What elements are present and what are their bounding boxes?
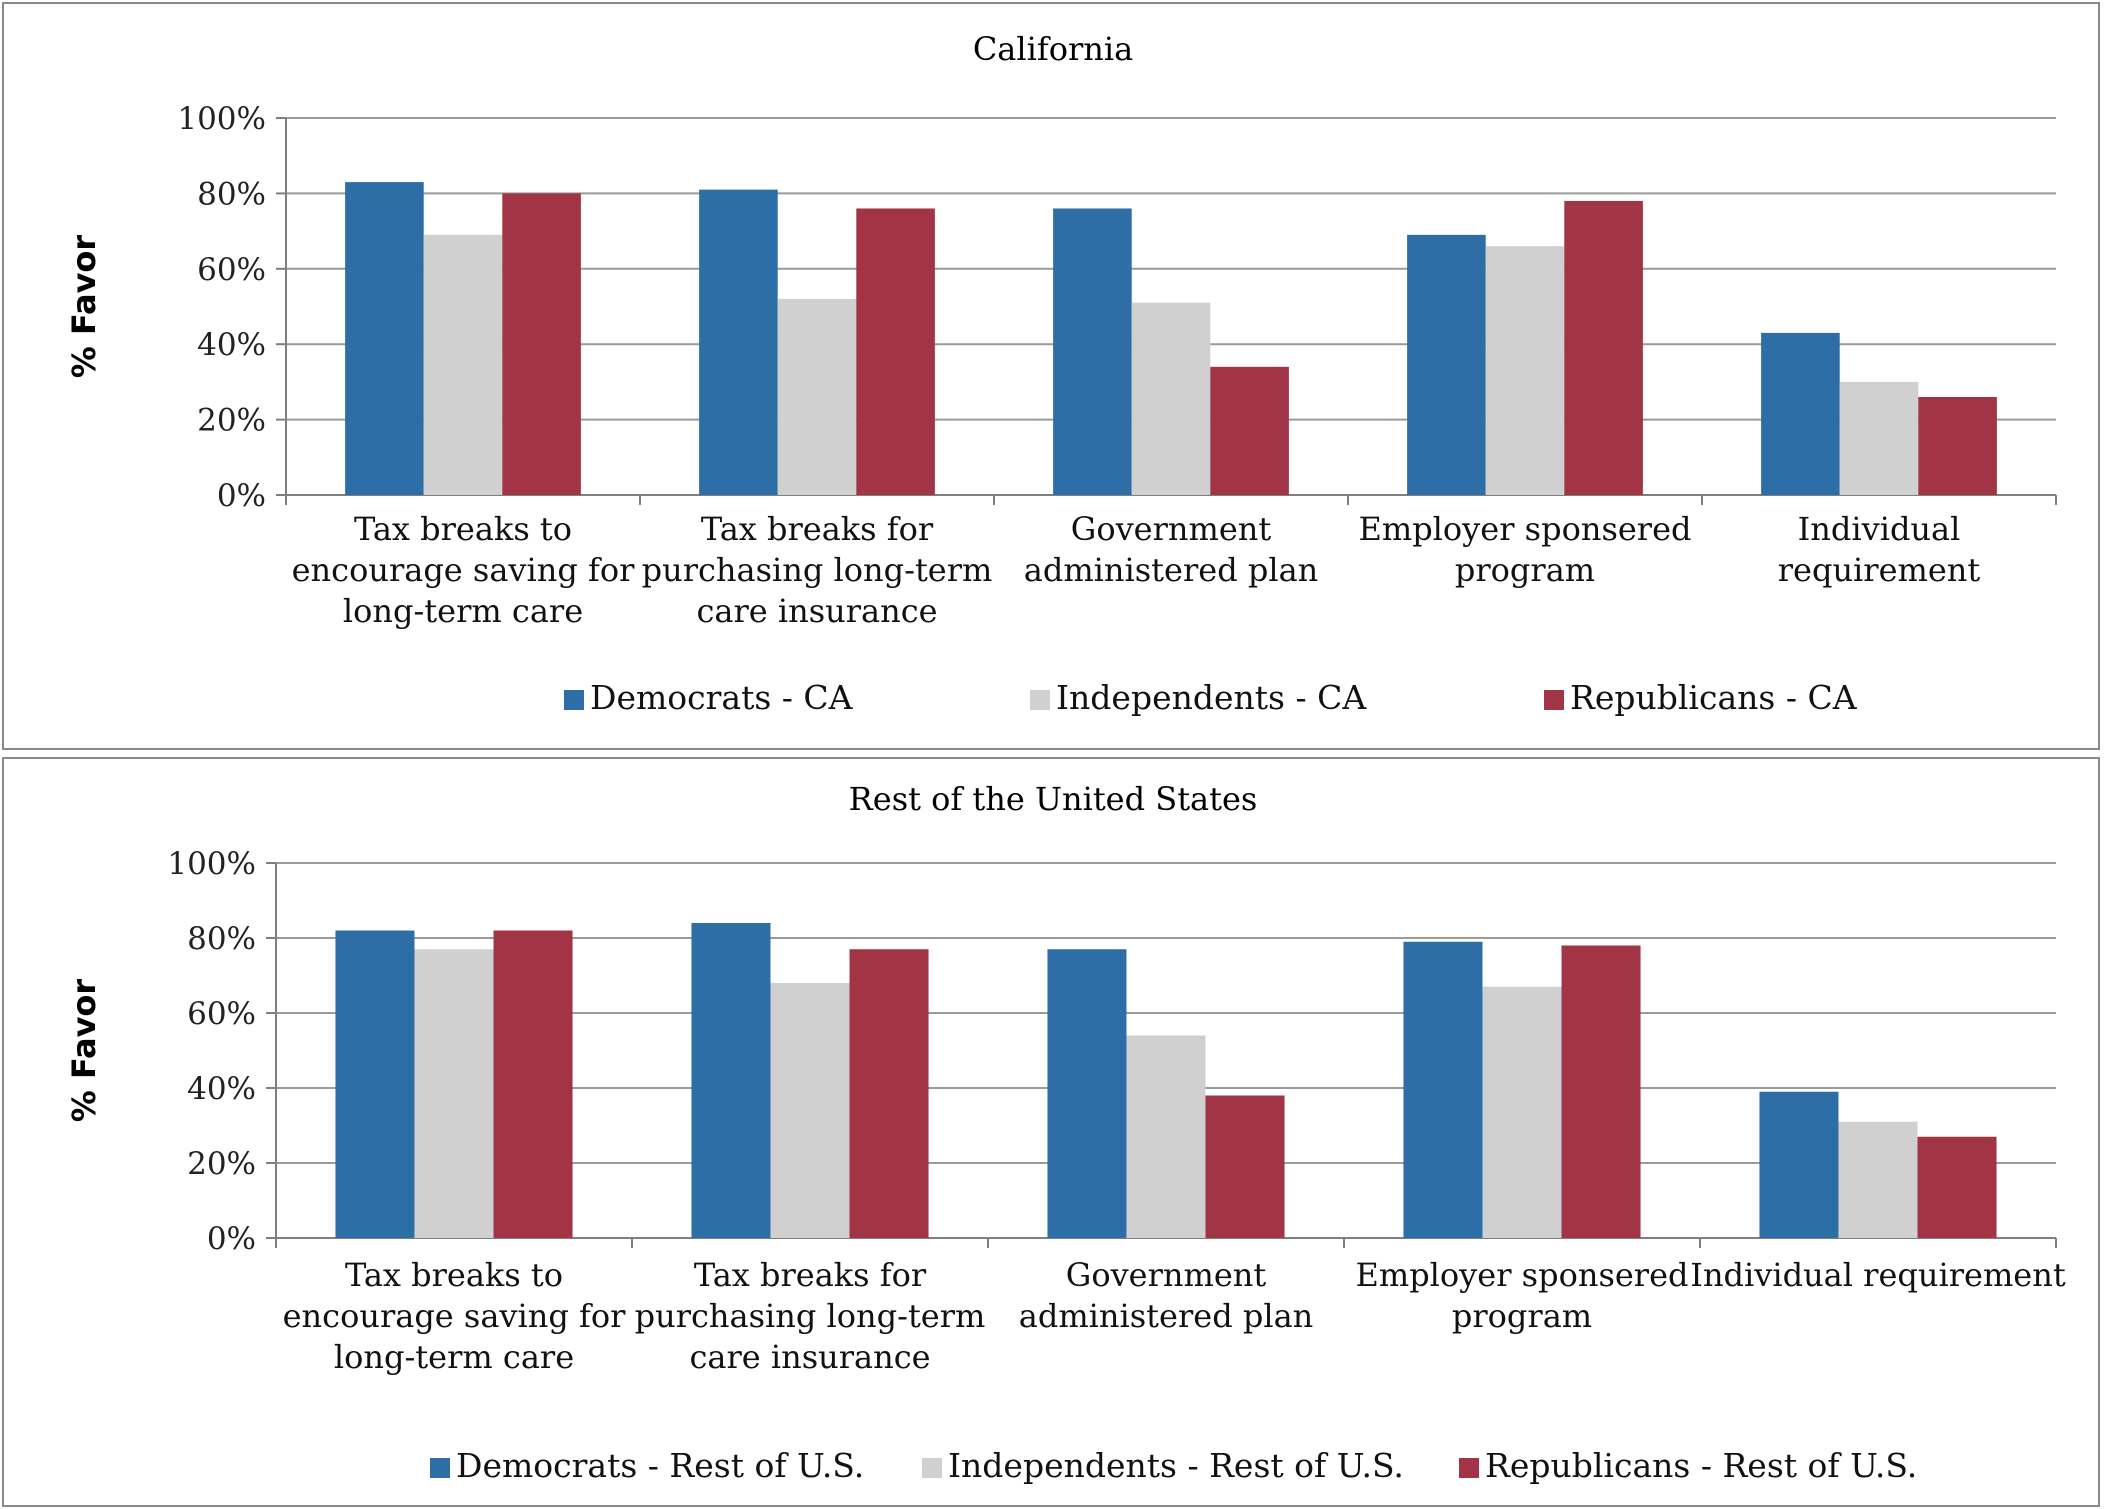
legend-swatch (1459, 1458, 1479, 1478)
bar (777, 298, 857, 495)
bar (493, 930, 573, 1238)
chart-title: California (973, 30, 1133, 68)
x-category-label: Tax breaks for purchasing long-term care i… (635, 1256, 986, 1376)
x-category-label-line: Government (1066, 1256, 1267, 1294)
y-tick-label: 100% (177, 101, 266, 137)
legend-swatch (430, 1458, 450, 1478)
bar (1761, 332, 1840, 495)
y-tick-label: 20% (187, 1146, 256, 1182)
x-category-label-line: purchasing long-term (635, 1297, 986, 1335)
y-tick-label: 20% (197, 403, 266, 439)
bar (1839, 381, 1919, 495)
x-category-label: Government administered plan (1019, 1256, 1314, 1335)
chart-california: California 0% 20% 40% 60% 80% 100% % Favor Tax b… (65, 30, 2057, 717)
x-category-label: Tax breaks to encourage saving for long-te… (283, 1256, 627, 1376)
x-category-label-line: Employer sponsered (1358, 510, 1691, 548)
x-category-label-line: long-term care (334, 1338, 574, 1376)
x-category-label-line: encourage saving for (283, 1297, 627, 1335)
x-category-label: Government administered plan (1024, 510, 1319, 589)
x-category-label: Individual requirement (1690, 1256, 2066, 1294)
legend-swatch (564, 690, 584, 710)
bar (1561, 945, 1641, 1238)
bar (1403, 941, 1483, 1238)
y-tick-label: 100% (167, 846, 256, 882)
chart-panel-california: California 0% 20% 40% 60% 80% 100% % Favor Tax b… (2, 2, 2100, 750)
bar (414, 949, 494, 1238)
bar (1126, 1035, 1206, 1238)
y-tick-label: 60% (187, 996, 256, 1032)
bar (1407, 234, 1486, 495)
bar (502, 193, 581, 495)
x-category-label-line: care insurance (696, 592, 937, 630)
bar (1131, 302, 1211, 495)
bar (1564, 200, 1643, 495)
x-category-label-line: encourage saving for (292, 551, 636, 589)
bar (423, 234, 503, 495)
bar (1918, 396, 1997, 495)
x-category-label: Individual requirement (1778, 510, 1981, 589)
bar (1485, 246, 1565, 495)
bar (1210, 366, 1289, 495)
x-category-label-line: administered plan (1019, 1297, 1314, 1335)
legend-swatch (1030, 690, 1050, 710)
y-tick-label: 40% (197, 327, 266, 363)
bar (856, 208, 935, 496)
y-axis-label: % Favor (65, 979, 103, 1123)
y-tick-label: 80% (197, 176, 266, 212)
bar (770, 983, 850, 1238)
y-tick-label: 60% (197, 252, 266, 288)
x-category-label-line: Tax breaks for (701, 510, 934, 548)
y-tick-label: 0% (217, 478, 266, 514)
y-tick-label: 0% (207, 1221, 256, 1257)
bar (1917, 1136, 1997, 1238)
x-category-label-line: Individual (1798, 510, 1961, 548)
chart-rest-of-us: Rest of the United States 0% 20% 40% 60% 80% 1… (65, 780, 2066, 1485)
legend-label: Independents - Rest of U.S. (948, 1446, 1404, 1485)
bar (345, 182, 424, 495)
chart-panel-rest-of-us: Rest of the United States 0% 20% 40% 60% 80% 1… (2, 757, 2100, 1507)
x-category-label-line: administered plan (1024, 551, 1319, 589)
bar (1205, 1095, 1285, 1238)
bar (1838, 1121, 1918, 1238)
x-category-label-line: care insurance (689, 1338, 930, 1376)
bar (699, 189, 778, 495)
legend-label: Democrats - CA (590, 678, 854, 717)
x-category-label-line: Employer sponsered (1355, 1256, 1688, 1294)
bar (1482, 986, 1562, 1238)
bar (1759, 1091, 1839, 1238)
x-category-label-line: long-term care (343, 592, 583, 630)
y-tick-label: 80% (187, 921, 256, 957)
x-category-label-line: Individual requirement (1690, 1256, 2066, 1294)
x-category-label-line: Tax breaks for (694, 1256, 927, 1294)
x-category-label: Employer sponsered program (1355, 1256, 1688, 1335)
y-axis-label: % Favor (65, 235, 103, 379)
legend-label: Republicans - Rest of U.S. (1485, 1446, 1917, 1485)
x-category-label-line: program (1455, 551, 1595, 589)
chart-title: Rest of the United States (849, 780, 1258, 818)
bar (691, 923, 771, 1238)
y-tick-label: 40% (187, 1071, 256, 1107)
bar (1047, 949, 1127, 1238)
legend-label: Republicans - CA (1570, 678, 1858, 717)
x-category-label: Tax breaks for purchasing long-term care i… (642, 510, 993, 630)
x-category-label-line: requirement (1778, 551, 1981, 589)
legend-label: Democrats - Rest of U.S. (456, 1446, 864, 1485)
legend-swatch (1544, 690, 1564, 710)
bar (849, 949, 929, 1238)
x-category-label-line: program (1452, 1297, 1592, 1335)
bar (335, 930, 415, 1238)
x-category-label-line: Government (1071, 510, 1272, 548)
x-category-label-line: Tax breaks to (345, 1256, 563, 1294)
x-category-label: Tax breaks to encourage saving for long-te… (292, 510, 636, 630)
x-category-label: Employer sponsered program (1358, 510, 1691, 589)
legend-label: Independents - CA (1056, 678, 1367, 717)
legend-swatch (922, 1458, 942, 1478)
x-category-label-line: Tax breaks to (354, 510, 572, 548)
bar (1053, 208, 1132, 496)
x-category-label-line: purchasing long-term (642, 551, 993, 589)
